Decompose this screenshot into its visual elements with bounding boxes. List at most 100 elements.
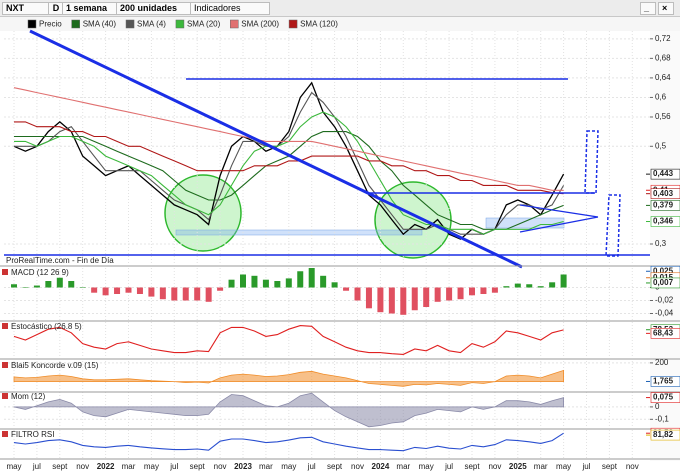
- period-selector[interactable]: 1 semana: [62, 2, 120, 15]
- x-tick-label: nov: [488, 462, 501, 471]
- value-badge-label: 81,82: [653, 430, 674, 439]
- histogram-bar: [251, 275, 258, 288]
- y-tick-label: -0,1: [655, 414, 669, 423]
- x-tick-label: jul: [444, 462, 453, 471]
- histogram-bar: [480, 287, 487, 294]
- histogram-bar: [68, 281, 75, 288]
- series-area: [13, 369, 564, 387]
- price-axis-area: [650, 31, 680, 461]
- drawings: [4, 29, 650, 269]
- window-button[interactable]: _: [640, 2, 656, 15]
- histogram-bar: [308, 268, 315, 288]
- histogram-bar: [365, 287, 372, 309]
- value-badge: [650, 216, 680, 227]
- toolbar: NXT D 1 semana 200 unidades Indicadores …: [0, 0, 680, 17]
- histogram-bar: [79, 287, 86, 288]
- legend-swatch: [175, 19, 185, 29]
- histogram-bar: [102, 287, 109, 296]
- marks: [4, 31, 650, 458]
- legend-swatch: [71, 19, 80, 29]
- histogram-bar: [274, 281, 281, 288]
- histogram-bar: [491, 287, 498, 293]
- indicators-button[interactable]: Indicadores: [190, 2, 270, 15]
- histogram-bar: [285, 278, 292, 288]
- source-note: ProRealTime.com - Fin de Día: [6, 256, 114, 265]
- histogram-bar: [560, 274, 567, 288]
- value-badge: [650, 188, 680, 199]
- x-tick-label: jul: [581, 462, 590, 471]
- x-tick-label: sept: [327, 462, 343, 471]
- legend-label: Precio: [39, 20, 62, 29]
- histogram-bar: [159, 287, 166, 300]
- close-button[interactable]: ×: [658, 2, 674, 15]
- indicator-shapes: [164, 174, 565, 259]
- value-badge-label: 68,43: [653, 328, 674, 337]
- histogram-bar: [434, 287, 441, 302]
- histogram-bar: [22, 287, 29, 288]
- histogram-bar: [514, 283, 521, 288]
- projection-box: [584, 130, 599, 194]
- histogram-bar: [56, 277, 63, 288]
- histogram-bar: [171, 287, 178, 301]
- x-tick-label: may: [144, 462, 159, 471]
- histogram-bar: [114, 287, 121, 294]
- series-line: [14, 121, 564, 195]
- value-badge: [650, 392, 680, 403]
- x-tick-label: nov: [626, 462, 639, 471]
- series-area: [13, 392, 564, 428]
- panel-title-box: [2, 269, 8, 275]
- projection-box: [605, 194, 621, 257]
- panel-title: Estocástico (26.8 5): [11, 322, 82, 331]
- histogram-bar: [194, 287, 201, 301]
- histogram-bar: [423, 287, 430, 307]
- x-tick-label: jul: [32, 462, 41, 471]
- histogram-bar: [11, 284, 17, 288]
- panel-title-box: [2, 323, 8, 329]
- value-badge-label: 0,075: [653, 393, 674, 402]
- histogram-bar: [446, 287, 453, 301]
- y-tick-label: 0,5: [655, 141, 667, 150]
- x-tick-label: sept: [602, 462, 618, 471]
- value-badge-label: 0,346: [653, 217, 674, 226]
- histogram-bar: [503, 286, 510, 288]
- histogram-bar: [205, 287, 212, 302]
- units-selector[interactable]: 200 unidades: [116, 2, 192, 15]
- histogram-bar: [217, 287, 224, 291]
- histogram-bar: [457, 287, 464, 300]
- histogram-bar: [549, 282, 556, 288]
- histogram-bar: [45, 281, 52, 288]
- y-tick-label: 0,64: [655, 73, 671, 82]
- panel-title-box: [2, 393, 8, 399]
- histogram-bar: [388, 287, 395, 314]
- histogram-bar: [136, 287, 143, 294]
- draw-button[interactable]: D: [48, 2, 64, 15]
- trend-line: [29, 29, 523, 269]
- histogram-bar: [148, 287, 155, 297]
- y-tick-label: 200: [655, 358, 669, 367]
- legend-swatch: [288, 19, 298, 29]
- highlight-circle: [164, 174, 242, 252]
- x-tick-label: sept: [190, 462, 206, 471]
- histogram-bar: [91, 287, 98, 293]
- x-tick-label: nov: [351, 462, 364, 471]
- y-tick-label: 0,56: [655, 112, 671, 121]
- value-badge: [650, 200, 680, 211]
- value-badge-label: 0,379: [653, 201, 674, 210]
- value-badge: [650, 168, 680, 180]
- legend-label: SMA (200): [241, 20, 279, 29]
- legend-bar: [0, 17, 680, 31]
- x-tick-label: mar: [396, 462, 410, 471]
- x-tick-label: may: [281, 462, 296, 471]
- y-tick-label: 0: [655, 402, 660, 411]
- histogram-bar: [228, 279, 235, 288]
- support-zone: [175, 229, 423, 236]
- histogram-bar: [240, 274, 246, 288]
- x-tick-label: 2025: [509, 462, 527, 471]
- x-tick-label: jul: [307, 462, 316, 471]
- histogram-bar: [400, 287, 407, 315]
- value-badge-label: 0,025: [653, 266, 674, 275]
- histogram-bar: [354, 287, 361, 301]
- x-tick-label: jul: [169, 462, 178, 471]
